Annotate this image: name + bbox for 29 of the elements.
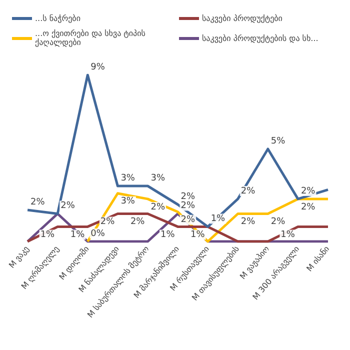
data-label: 2% bbox=[300, 186, 316, 196]
legend-label: საკვები პროდუქტების და სხ... bbox=[202, 34, 318, 42]
data-label: 2% bbox=[270, 217, 286, 228]
data-label: 0% bbox=[90, 228, 106, 239]
data-label: 3% bbox=[120, 196, 136, 207]
legend-label: ...ს ნაჭრები bbox=[35, 14, 80, 23]
legend-label: საკვები პროდუქტები bbox=[202, 14, 282, 23]
data-label: 2% bbox=[150, 202, 166, 212]
data-label: 1% bbox=[210, 214, 226, 224]
data-label: 1% bbox=[70, 230, 86, 240]
data-label: 1% bbox=[40, 230, 56, 240]
data-label: 3% bbox=[150, 173, 166, 184]
data-label: 2% bbox=[180, 192, 196, 202]
data-label: 2% bbox=[180, 201, 196, 212]
data-label: 2% bbox=[180, 215, 196, 226]
data-label: 2% bbox=[300, 202, 316, 212]
data-label: 3% bbox=[120, 173, 136, 184]
data-label: 1% bbox=[160, 230, 176, 240]
data-label: 2% bbox=[30, 197, 46, 208]
data-label: 2% bbox=[60, 201, 76, 212]
legend-label: ...ო ქვითრები და სხვა ტიპის ქაღალდები bbox=[35, 29, 146, 47]
data-label: 1% bbox=[280, 230, 296, 240]
data-label: 2% bbox=[100, 217, 116, 228]
data-label: 2% bbox=[240, 186, 256, 196]
data-label: 2% bbox=[240, 217, 256, 228]
data-label: 1% bbox=[190, 230, 206, 240]
data-label: 2% bbox=[130, 217, 146, 228]
data-label: 9% bbox=[90, 62, 106, 72]
data-label: 5% bbox=[270, 136, 286, 146]
